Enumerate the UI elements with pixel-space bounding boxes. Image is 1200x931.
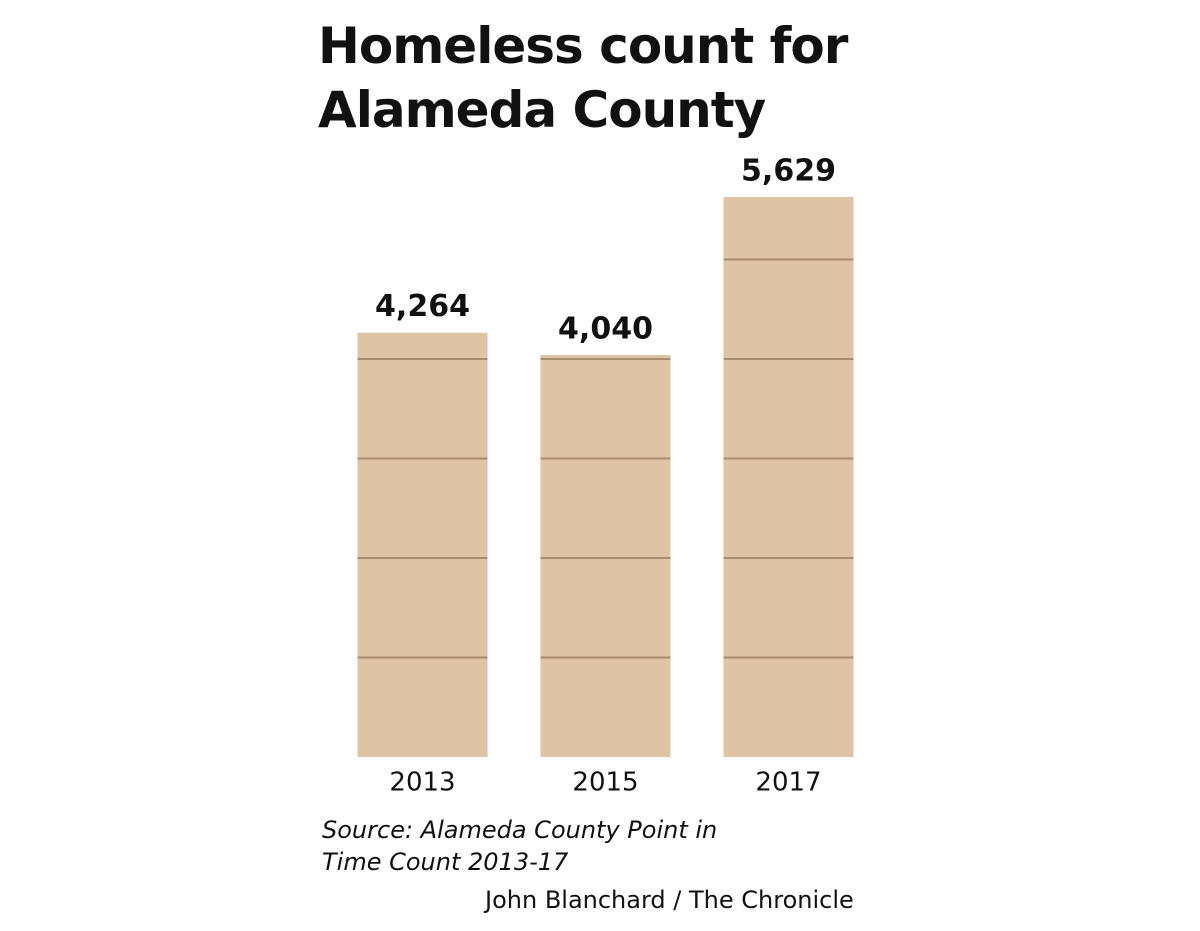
- source-note: Source: Alameda County Point in Time Cou…: [322, 816, 718, 876]
- bar: [357, 332, 488, 757]
- value-label: 4,264: [375, 289, 470, 324]
- bar: [723, 196, 854, 758]
- chart-title: Homeless count for Alameda County: [318, 17, 848, 139]
- x-tick-label: 2017: [755, 768, 821, 798]
- value-label: 4,040: [558, 312, 653, 347]
- credit: John Blanchard / The Chronicle: [485, 886, 854, 914]
- x-tick-label: 2013: [389, 768, 455, 798]
- x-tick-label: 2015: [572, 768, 638, 798]
- value-label: 5,629: [741, 153, 836, 188]
- bar: [540, 355, 671, 757]
